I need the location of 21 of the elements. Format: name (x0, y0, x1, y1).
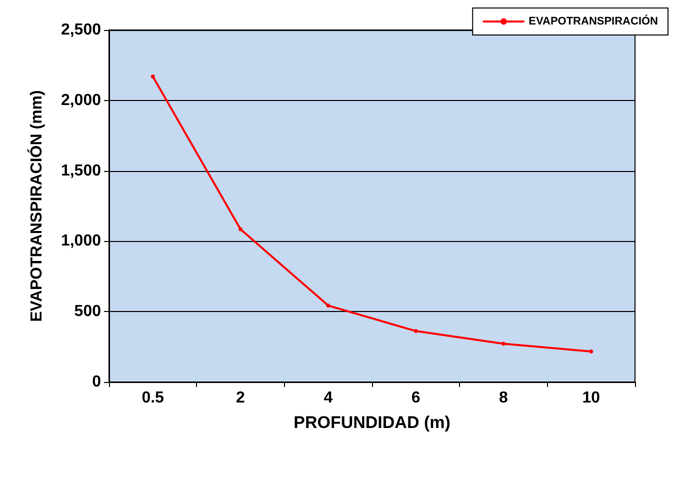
x-tick-label: 2 (236, 390, 246, 406)
y-tick-label: 1,500 (60, 162, 102, 180)
x-tick-label: 0.5 (142, 390, 164, 406)
point (238, 227, 242, 232)
y-tick-label: 2,500 (60, 22, 102, 38)
point (502, 342, 506, 346)
x-tick-label: 4 (324, 390, 333, 406)
point (589, 349, 594, 354)
y-axis-title: EVAPOTRANSPIRACIÓN (mm) (26, 90, 46, 322)
x-tick-label: 6 (411, 390, 420, 406)
x-tick-label: 10 (582, 390, 600, 406)
point (414, 329, 418, 334)
point (326, 304, 330, 308)
y-tick-label: 500 (74, 303, 102, 320)
point (150, 74, 155, 78)
legend-label: EVAPOTRANSPIRACIÓN (528, 14, 658, 28)
x-axis-title: PROFUNDIDAD (m) (294, 413, 450, 432)
y-tick-label: 1,000 (60, 232, 102, 250)
y-tick-label: 2,000 (60, 92, 102, 109)
x-tick-label: 8 (499, 390, 508, 406)
y-tick-label: 0 (92, 374, 102, 390)
